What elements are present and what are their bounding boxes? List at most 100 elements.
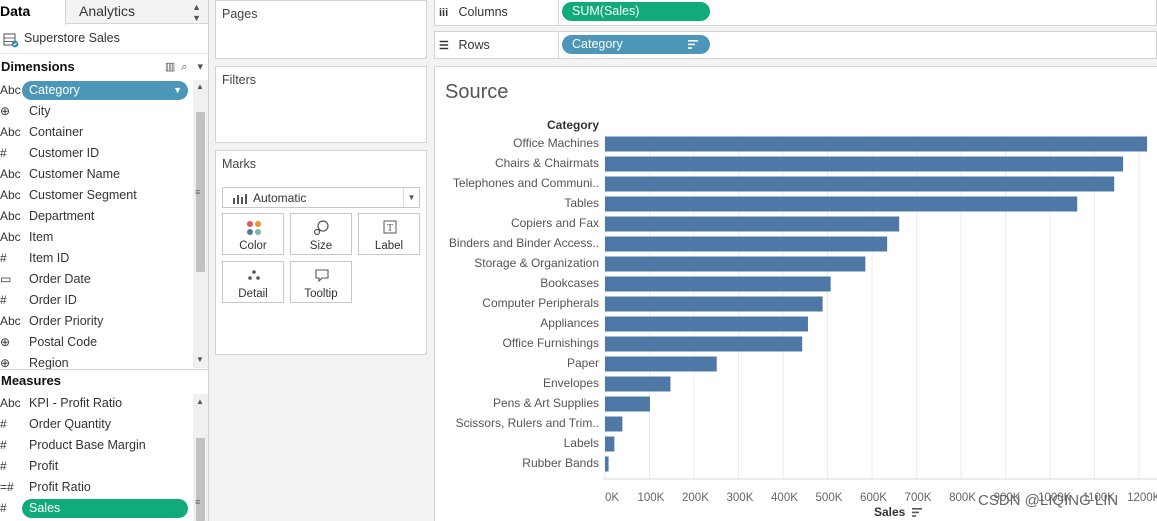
chevron-down-icon[interactable]: ▼ [403,188,419,207]
number-type-icon: # [0,438,7,452]
text-label-icon: T [383,220,397,234]
field-region[interactable]: ⊕ Region [0,353,192,374]
category-label[interactable]: Envelopes [543,376,599,390]
field-city[interactable]: ⊕ City [0,101,192,122]
up-down-arrows-icon[interactable]: ▲ ▼ [192,2,201,23]
category-label[interactable]: Office Machines [513,136,599,150]
field-item[interactable]: Abc Item [0,227,192,248]
label-button[interactable]: T Label [358,213,420,255]
number-type-icon: # [0,417,7,431]
bar[interactable] [605,256,866,272]
bar[interactable] [605,216,900,232]
category-label[interactable]: Office Furnishings [503,336,600,350]
scroll-up-arrow-icon[interactable]: ▲ [196,397,204,406]
field-department[interactable]: Abc Department [0,206,192,227]
data-pane: Data Analytics ▲ ▼ Superstore Sales Dimen… [0,0,209,521]
bar[interactable] [605,456,609,472]
bar[interactable] [605,356,717,372]
bar[interactable] [605,436,615,452]
data-source-row[interactable]: Superstore Sales [0,25,208,54]
field-order-date[interactable]: ▭ Order Date [0,269,192,290]
view-toggle-icon[interactable]: ▥ [164,61,176,73]
sum-sales-pill[interactable]: SUM(Sales) [562,2,710,21]
scrollbar-thumb[interactable] [196,438,205,521]
category-label[interactable]: Computer Peripherals [482,296,599,310]
scrollbar-thumb[interactable] [196,112,205,272]
dimensions-title: Dimensions [1,59,75,74]
bar[interactable] [605,276,831,292]
field-order-id[interactable]: # Order ID [0,290,192,311]
scroll-down-arrow-icon[interactable]: ▼ [196,355,204,364]
measures-scrollbar[interactable]: ▲ ≡ [193,394,208,521]
field-order-quantity[interactable]: # Order Quantity [0,414,192,435]
rows-shelf[interactable]: ☰ Rows Category [434,31,1157,59]
color-button[interactable]: Color [222,213,284,255]
field-profit[interactable]: # Profit [0,456,192,477]
tooltip-button[interactable]: Tooltip [290,261,352,303]
field-profit-ratio[interactable]: =# Profit Ratio [0,477,192,498]
category-pill[interactable]: Category [562,35,710,54]
bar[interactable] [605,396,650,412]
field-item-id[interactable]: # Item ID [0,248,192,269]
category-label[interactable]: Storage & Organization [474,256,599,270]
row-header-category[interactable]: Category [547,118,600,132]
filters-card[interactable]: Filters [215,66,427,143]
category-label[interactable]: Copiers and Fax [511,216,599,230]
field-customer-segment[interactable]: Abc Customer Segment [0,185,192,206]
category-label[interactable]: Scissors, Rulers and Trim.. [456,416,599,430]
svg-text:T: T [387,223,393,234]
tab-analytics-label: Analytics [79,3,136,19]
bar[interactable] [605,296,823,312]
pages-card[interactable]: Pages [215,0,427,59]
x-tick-label: 1100K [1083,492,1116,504]
field-order-priority[interactable]: Abc Order Priority [0,311,192,332]
search-icon[interactable]: ⌕ [181,61,188,73]
category-label[interactable]: Appliances [540,316,599,330]
category-label[interactable]: Tables [564,196,599,210]
bar[interactable] [605,316,808,332]
field-container[interactable]: Abc Container [0,122,192,143]
scroll-up-arrow-icon[interactable]: ▲ [196,82,204,91]
bar[interactable] [605,136,1148,152]
bar[interactable] [605,176,1115,192]
bar[interactable] [605,336,803,352]
bar[interactable] [605,376,671,392]
x-tick-label: 600K [860,492,887,504]
field-sales[interactable]: # Sales [0,498,192,519]
field-customer-id[interactable]: # Customer ID [0,143,192,164]
sort-descending-icon[interactable] [688,40,698,49]
detail-button[interactable]: Detail [222,261,284,303]
mark-type-dropdown[interactable]: Automatic ▼ [222,187,420,208]
x-axis-title[interactable]: Sales [874,505,906,519]
bar[interactable] [605,156,1124,172]
category-label[interactable]: Binders and Binder Access.. [449,236,599,250]
field-kpi-profit-ratio[interactable]: Abc KPI - Profit Ratio [0,393,192,414]
field-product-base-margin[interactable]: # Product Base Margin [0,435,192,456]
bar[interactable] [605,236,888,252]
bar[interactable] [605,196,1078,212]
field-name: Order ID [29,293,77,307]
sort-descending-icon[interactable] [912,508,922,517]
field-customer-name[interactable]: Abc Customer Name [0,164,192,185]
bar[interactable] [605,416,623,432]
category-label[interactable]: Paper [567,356,599,370]
dimensions-scrollbar[interactable]: ▲ ≡ ▼ [193,80,208,368]
x-tick-label: 900K [994,492,1021,504]
category-label[interactable]: Chairs & Chairmats [495,156,599,170]
category-label[interactable]: Pens & Art Supplies [493,396,599,410]
category-label[interactable]: Rubber Bands [522,456,599,470]
tab-analytics[interactable]: Analytics ▲ ▼ [67,0,208,24]
chevron-down-icon[interactable]: ▾ [197,61,203,73]
measures-title: Measures [1,373,61,388]
tab-data[interactable]: Data [0,0,66,25]
field-postal-code[interactable]: ⊕ Postal Code [0,332,192,353]
category-label[interactable]: Telephones and Communi.. [453,176,599,190]
chevron-down-icon[interactable]: ▼ [173,85,182,95]
columns-shelf[interactable]: iii Columns SUM(Sales) [434,0,1157,26]
category-label[interactable]: Labels [564,436,599,450]
category-label[interactable]: Bookcases [540,276,599,290]
size-button[interactable]: Size [290,213,352,255]
field-category[interactable]: Abc Category ▼ [0,80,192,101]
field-label: Customer ID [0,143,192,164]
shelf-divider [558,0,559,26]
